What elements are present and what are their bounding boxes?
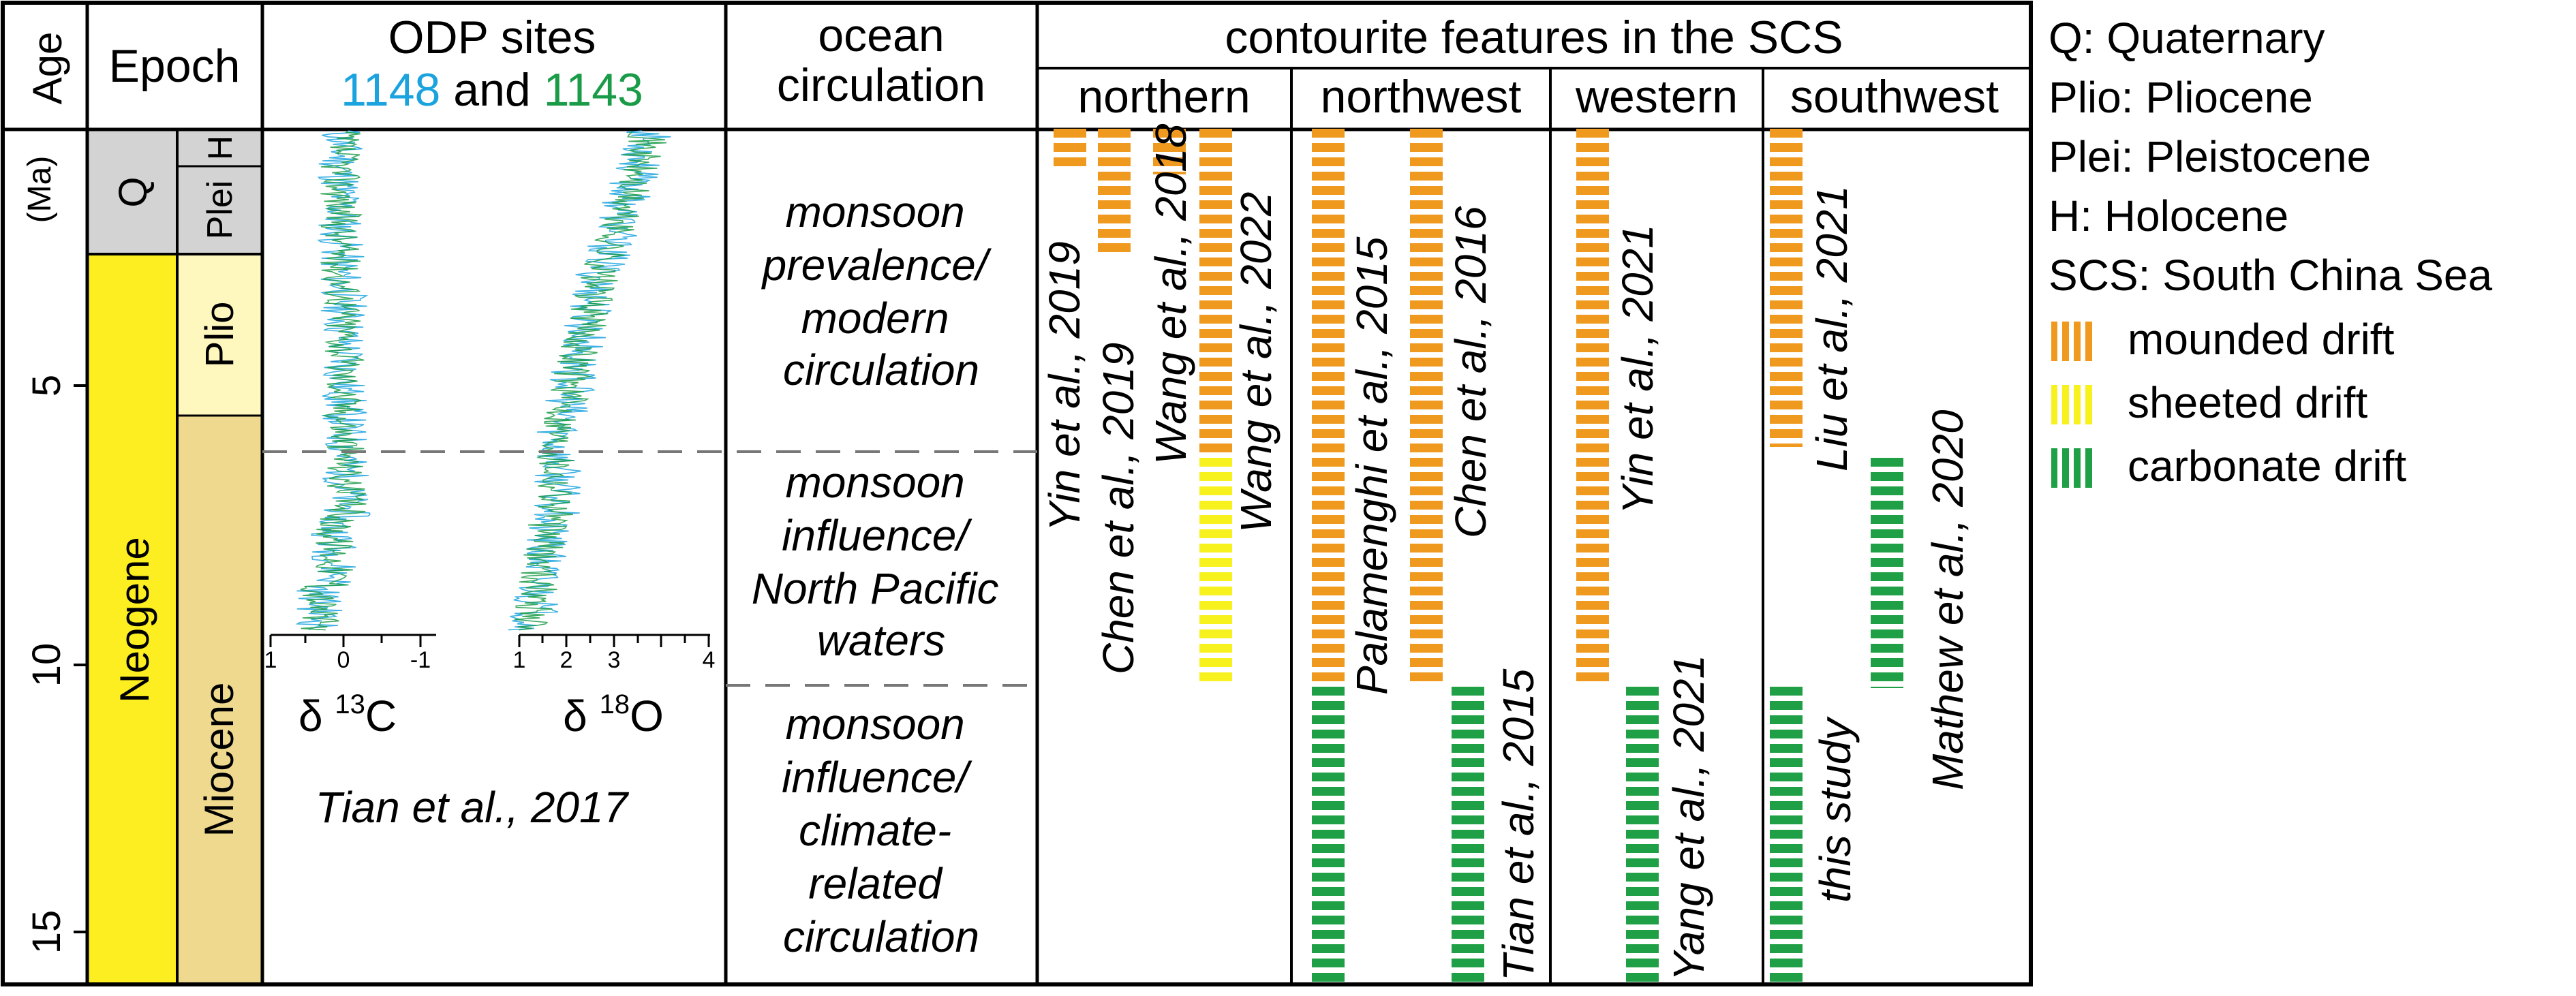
o18-axis-label: δ 18O <box>563 689 664 741</box>
drift-bar-palamenghi-2015-mounded <box>1312 127 1345 685</box>
pleistocene-box <box>177 166 262 254</box>
o18-tick-2: 2 <box>560 647 573 673</box>
neogene-label: Neogene <box>112 537 157 703</box>
ocean-title-1: ocean <box>818 10 944 61</box>
legend-abbrev-pliocene: Plio: Pliocene <box>2049 73 2313 122</box>
drift-bar-wang-2022-mounded <box>1199 127 1232 452</box>
ocean-title-2: circulation <box>777 59 985 111</box>
site-1143-label: 1143 <box>544 64 643 116</box>
pliocene-label: Plio <box>198 302 242 368</box>
miocene-label: Miocene <box>196 683 242 837</box>
pleistocene-label: Plei <box>200 181 240 240</box>
drift-bar-yin-2019-mounded <box>1054 127 1086 169</box>
region-northwest: northwest <box>1321 71 1522 123</box>
o18-tick-3: 3 <box>608 647 621 673</box>
site-1148-label: 1148 <box>341 64 440 116</box>
drift-bar-yang-2021-carbonate <box>1626 685 1659 984</box>
drift-bar-chen-2019-mounded <box>1098 127 1131 256</box>
quaternary-box <box>87 129 177 254</box>
circulation-phase-1: monsoon prevalence/ modern circulation <box>761 187 1000 394</box>
legend-swatch-mounded <box>2051 322 2096 361</box>
contourite-title: contourite features in the SCS <box>1225 12 1843 63</box>
drift-bar-this-study-carbonate <box>1770 685 1803 984</box>
region-western: western <box>1575 71 1738 123</box>
legend-abbrev-scs: SCS: South China Sea <box>2049 251 2492 300</box>
circulation-phase-3: monsoon influence/ climate- related circ… <box>782 700 981 961</box>
drift-bar-yin-2021-mounded <box>1576 127 1609 685</box>
legend-abbrev-holocene: H: Holocene <box>2049 191 2288 240</box>
ref-palamenghi-2015: Palamenghi et al., 2015 <box>1347 236 1396 695</box>
age-tick-5: 5 <box>25 375 69 396</box>
epoch-header: Epoch <box>109 40 241 92</box>
miocene-box <box>177 416 262 984</box>
drift-bar-wang-2022-sheeted <box>1199 452 1232 687</box>
age-header: Age <box>25 32 70 105</box>
drift-bar-tian-2015-carbonate <box>1452 685 1484 984</box>
ref-tian-2015: Tian et al., 2015 <box>1494 668 1543 981</box>
region-northern: northern <box>1077 71 1250 123</box>
ref-this-study: this study <box>1811 716 1860 903</box>
ref-chen-2016: Chen et al., 2016 <box>1446 206 1495 538</box>
legend-swatch-carbonate <box>2051 448 2096 488</box>
c13-tick-1: 1 <box>264 647 277 673</box>
circulation-phase-2: monsoon influence/ North Pacific waters <box>752 458 1011 665</box>
holocene-label: H <box>201 136 239 160</box>
drift-bar-wang-2018-mounded <box>1153 127 1186 174</box>
o18-tick-1: 1 <box>513 647 526 673</box>
ref-mathew-2020: Mathew et al., 2020 <box>1923 409 1972 790</box>
ref-yang-2021: Yang et al., 2021 <box>1664 655 1713 981</box>
legend-label-mounded: mounded drift <box>2128 315 2395 364</box>
drift-bar-liu-2021-mounded <box>1770 127 1803 447</box>
drift-bar-mathew-2020-carbonate <box>1871 456 1903 688</box>
odp-title: ODP sites <box>388 12 596 63</box>
c13-tick-neg1: -1 <box>410 647 431 673</box>
legend-label-sheeted: sheeted drift <box>2128 378 2367 427</box>
o18-curve <box>508 130 671 631</box>
legend: Q: Quaternary Plio: Pliocene Plei: Pleis… <box>2049 14 2492 491</box>
age-tick-10: 10 <box>25 643 69 687</box>
c13-tick-0: 0 <box>337 647 350 673</box>
c13-curve <box>295 130 371 631</box>
ref-yin-2019: Yin et al., 2019 <box>1040 241 1089 531</box>
legend-swatch-sheeted <box>2051 385 2096 424</box>
figure-frame <box>1 1 2033 986</box>
ref-yin-2021: Yin et al., 2021 <box>1613 224 1662 514</box>
ref-liu-2021: Liu et al., 2021 <box>1807 185 1856 471</box>
ref-chen-2019: Chen et al., 2019 <box>1094 343 1143 674</box>
o18-tick-4: 4 <box>703 647 716 673</box>
isotope-source: Tian et al., 2017 <box>316 783 630 832</box>
drift-bar-chen-2016-mounded <box>1410 127 1443 685</box>
legend-abbrev-pleistocene: Plei: Pleistocene <box>2049 132 2371 181</box>
pliocene-box <box>177 254 262 416</box>
region-southwest: southwest <box>1790 71 1999 123</box>
holocene-box <box>177 129 262 166</box>
ref-wang-2018: Wang et al., 2018 <box>1146 123 1195 465</box>
neogene-box <box>87 254 177 984</box>
odp-sites-line: 1148 and 1143 <box>341 64 643 116</box>
age-tick-15: 15 <box>25 910 69 954</box>
drift-bar-palamenghi-2015-carbonate <box>1312 685 1345 984</box>
legend-label-carbonate: carbonate drift <box>2128 441 2406 491</box>
quaternary-label: Q <box>111 176 155 207</box>
c13-axis-label: δ 13C <box>298 689 397 741</box>
ref-wang-2022: Wang et al., 2022 <box>1231 192 1281 533</box>
legend-abbrev-quaternary: Q: Quaternary <box>2049 14 2325 63</box>
age-unit-label: (Ma) <box>22 156 58 223</box>
